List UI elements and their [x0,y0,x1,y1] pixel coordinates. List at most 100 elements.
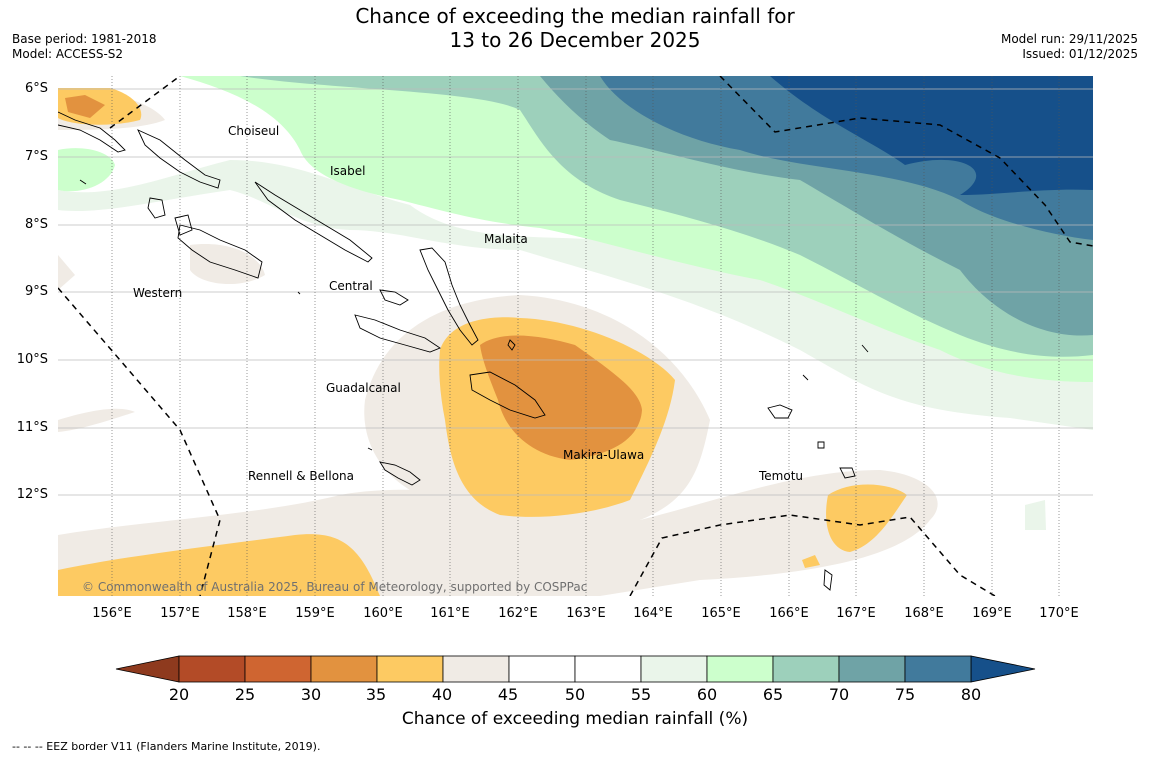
place-label-isabel: Isabel [330,164,366,178]
eez-borders [58,76,1093,596]
lat-label-8s: 8°S [24,217,48,232]
place-label-temotu: Temotu [759,469,804,483]
colorbar-segment-40-45 [442,655,510,683]
island-makira [379,461,421,486]
lon-label-158e: 158°E [227,606,267,621]
rainfall-map [58,76,1093,596]
eez-border-north-east [719,76,1093,247]
island-guadalcanal [469,371,546,419]
lat-label-7s: 7°S [24,149,48,164]
place-label-western: Western [133,286,183,300]
colorbar-tick-40: 40 [431,685,453,704]
model-text: Model: ACCESS-S2 [12,47,124,61]
colorbar-tick-75: 75 [894,685,916,704]
island-tiny-2 [861,344,869,353]
island-russell [354,314,441,353]
lon-label-170e: 170°E [1039,606,1079,621]
meta-left: Base period: 1981-2018 Model: ACCESS-S2 [12,32,157,62]
colorbar-segment-30-35 [310,655,378,683]
eez-border-west [58,287,221,596]
colorbar-tick-30: 30 [300,685,322,704]
colorbar-over-arrow [970,655,1036,683]
lon-label-169e: 169°E [972,606,1012,621]
colorbar-segment-50-55 [574,655,642,683]
eez-border-north-west [109,76,181,129]
colorbar-segment-35-40 [376,655,444,683]
meta-right: Model run: 29/11/2025 Issued: 01/12/2025 [1001,32,1138,62]
colorbar-tick-20: 20 [168,685,190,704]
colorbar-tick-25: 25 [234,685,256,704]
colorbar-segment-20-25 [178,655,246,683]
lon-label-165e: 165°E [701,606,741,621]
colorbar-segment-60-65 [706,655,774,683]
colorbar-segment-45-50 [508,655,576,683]
field-60-65-small [1025,500,1046,530]
lat-label-9s: 9°S [24,284,48,299]
lon-label-160e: 160°E [363,606,403,621]
lon-label-163e: 163°E [566,606,606,621]
lon-label-157e: 157°E [160,606,200,621]
colorbar-segment-55-60 [640,655,708,683]
island-newgeorgia [177,224,263,279]
place-label-makira-ulawa: Makira-Ulawa [563,448,645,462]
probability-fields [58,76,1093,596]
field-30-35-central [480,335,642,460]
island-sancristobal-tip [507,339,516,351]
field-40-45-edge [58,255,75,290]
lon-label-159e: 159°E [295,606,335,621]
lon-label-162e: 162°E [498,606,538,621]
lat-label-11s: 11°S [16,420,48,435]
field-35-40-temotu [826,484,907,552]
colorbar-tick-60: 60 [696,685,718,704]
model-run-text: Model run: 29/11/2025 [1000,32,1138,46]
island-tiny-1 [297,291,301,295]
island-reef [817,441,825,449]
base-period-text: Base period: 1981-2018 [12,32,157,46]
issued-text: Issued: 01/12/2025 [1022,47,1138,61]
place-label-choiseul: Choiseul [228,124,280,138]
place-label-malaita: Malaita [484,232,528,246]
colorbar-tick-70: 70 [828,685,850,704]
place-label-central: Central [329,279,373,293]
field-40-45-west [58,408,135,432]
lon-label-168e: 168°E [904,606,944,621]
colorbar-tick-50: 50 [564,685,586,704]
island-isabel [254,181,373,263]
field-60-65 [58,160,1093,430]
colorbar-under-arrow [115,655,180,683]
island-malaita [419,247,479,346]
lon-label-156e: 156°E [92,606,132,621]
island-vanikoro [823,569,833,591]
island-choiseul [137,129,221,189]
colorbar-tick-80: 80 [960,685,982,704]
field-over-80-core [770,76,1093,195]
colorbar-segment-75-80 [904,655,972,683]
island-santacruz [767,404,793,419]
colorbar-segments [178,655,972,683]
field-65-70 [180,76,1093,382]
eez-border-south [629,514,996,596]
island-florida [379,289,409,306]
lat-label-12s: 12°S [16,487,48,502]
lon-label-161e: 161°E [430,606,470,621]
graticule-lat [58,88,1093,496]
field-30-35-nw [65,95,105,118]
island-bougainville [58,111,126,153]
field-35-40-small [802,555,820,568]
lon-label-164e: 164°E [633,606,673,621]
lon-label-166e: 166°E [769,606,809,621]
map-title: Chance of exceeding the median rainfall … [0,4,1150,52]
island-tiny-3 [802,374,809,381]
colorbar-title: Chance of exceeding median rainfall (%) [401,709,749,729]
island-rennell [367,447,373,451]
colorbar-segment-70-75 [838,655,906,683]
colorbar-tick-35: 35 [365,685,387,704]
field-65-70-west [58,148,115,192]
colorbar-segment-65-70 [772,655,840,683]
title-line-2: 13 to 26 December 2025 [449,28,701,52]
eez-footnote: -- -- -- EEZ border V11 (Flanders Marine… [12,740,321,753]
island-ranongga [174,214,193,236]
colorbar-segment-25-30 [244,655,312,683]
island-tiny-4 [79,179,87,185]
islands [58,111,869,591]
